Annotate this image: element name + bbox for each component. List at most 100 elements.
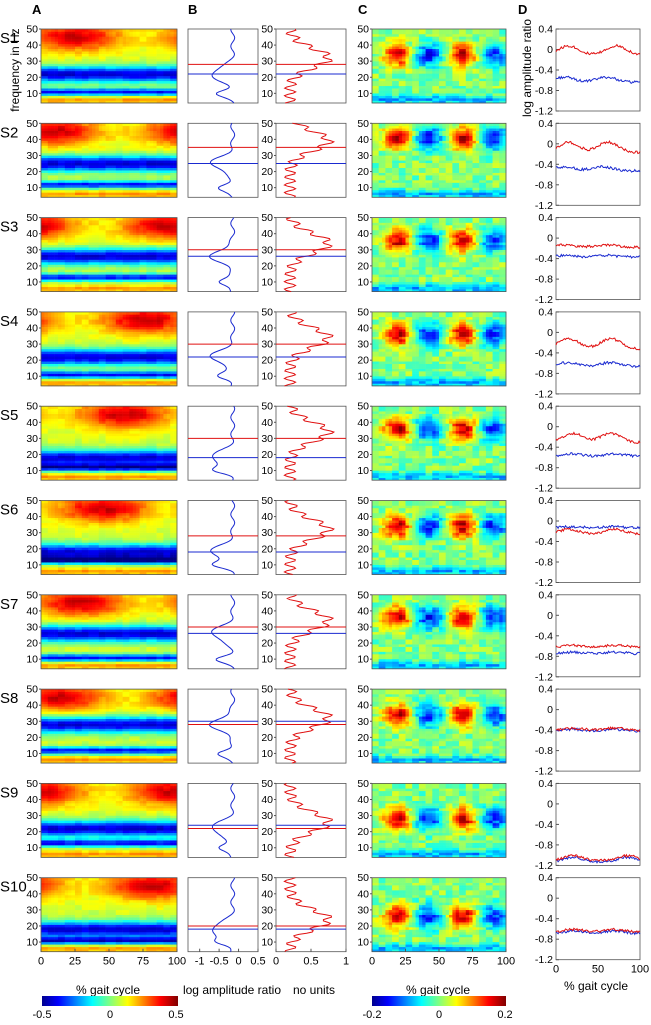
panel-b-right-s2-ytick-20: 20 (261, 166, 273, 178)
panel-c-s4-ytick-50: 50 (357, 306, 369, 318)
panel-b-left-s7 (188, 595, 258, 669)
panel-d-s8-ytick--1.2: -1.2 (535, 766, 553, 778)
panel-d-s3-ytick--0.4: -0.4 (535, 253, 553, 265)
panel-a-s4-ytick-50: 50 (26, 306, 38, 318)
panel-d-s10-ytick--1.2: -1.2 (535, 954, 553, 966)
panel-a-s9-ytick-40: 40 (26, 794, 38, 806)
panel-a-xtick-0: 0 (38, 956, 44, 968)
panel-d-s6-ytick--1.2: -1.2 (535, 577, 553, 589)
panel-b-right-s1-ytick-10: 10 (261, 88, 273, 100)
panel-a-s6-ytick-50: 50 (26, 495, 38, 507)
panel-c-s3-ytick-20: 20 (357, 260, 369, 272)
panel-c-s2-ytick-40: 40 (357, 134, 369, 146)
panel-d-s8-ytick-0: 0 (547, 704, 553, 716)
panel-d-s10-ytick--0.8: -0.8 (535, 934, 553, 946)
panel-b-right-s10-ytick-50: 50 (261, 872, 273, 884)
panel-a-s7-ytick-30: 30 (26, 621, 38, 633)
colorbar-c-tick-min: -0.2 (363, 1009, 382, 1020)
panel-b-right-s3-ytick-30: 30 (261, 244, 273, 256)
panel-c-s10-ytick-10: 10 (357, 937, 369, 949)
panel-c-s5-ytick-30: 30 (357, 433, 369, 445)
panel-b-right-s9-ytick-50: 50 (261, 778, 273, 790)
panel-a-s5-ytick-30: 30 (26, 433, 38, 445)
panel-a-s9-ytick-50: 50 (26, 778, 38, 790)
panel-b-right-s8-ytick-20: 20 (261, 732, 273, 744)
panel-b-right-s2-ytick-10: 10 (261, 182, 273, 194)
panel-d-ylabel: log amplitude ratio (520, 19, 534, 117)
colorbar-c-tick-max: 0.2 (497, 1009, 512, 1020)
panel-b-right-s4-ytick-40: 40 (261, 322, 273, 334)
subject-label-s4: S4 (0, 313, 18, 330)
panel-d-s7: 0.40-0.4-0.8-1.2 (535, 589, 640, 683)
panel-d-s2-ytick-0.4: 0.4 (538, 118, 553, 130)
panel-a-xtick-50: 50 (103, 956, 115, 968)
panel-d-s8: 0.40-0.4-0.8-1.2 (535, 684, 640, 778)
panel-d-s7-ytick--0.4: -0.4 (535, 630, 553, 642)
panel-c-s8-ytick-30: 30 (357, 716, 369, 728)
panel-c-s4-ytick-20: 20 (357, 355, 369, 367)
panel-b-left-xlabel: log amplitude ratio (183, 983, 281, 997)
panel-b-right-s2-ytick-40: 40 (261, 134, 273, 146)
panel-letter-a: A (32, 2, 42, 17)
panel-b-left-s8 (188, 689, 258, 763)
panel-a-s6-ytick-20: 20 (26, 543, 38, 555)
panel-a-s2-ytick-40: 40 (26, 134, 38, 146)
subject-label-s8: S8 (0, 690, 18, 707)
panel-b-left-s3 (188, 218, 258, 292)
panel-c-s6-ytick-40: 40 (357, 511, 369, 523)
panel-b-left-xtick--0.5: -0.5 (210, 956, 229, 968)
panel-c-s3-ytick-50: 50 (357, 212, 369, 224)
panel-b-left-s1 (188, 29, 258, 103)
panel-c-s2-ytick-10: 10 (357, 182, 369, 194)
panel-d-s8-ytick--0.4: -0.4 (535, 725, 553, 737)
panel-a-s1-ytick-40: 40 (26, 40, 38, 52)
panel-c-s5-ytick-40: 40 (357, 417, 369, 429)
panel-b-right-s1-ytick-20: 20 (261, 72, 273, 84)
panel-b-right-s9-ytick-40: 40 (261, 794, 273, 806)
subject-label-s5: S5 (0, 407, 18, 424)
panel-d-s4-ytick--1.2: -1.2 (535, 388, 553, 400)
subject-label-s2: S2 (0, 124, 18, 141)
panel-b-left-xtick-0.5: 0.5 (250, 956, 265, 968)
panel-b-right-s7-ytick-40: 40 (261, 605, 273, 617)
panel-b-right-s9-ytick-20: 20 (261, 826, 273, 838)
panel-d-s4-ytick-0.4: 0.4 (538, 306, 553, 318)
panel-a-s8-ytick-30: 30 (26, 716, 38, 728)
panel-b-left-s6 (188, 501, 258, 575)
panel-b-right-s6-ytick-20: 20 (261, 543, 273, 555)
panel-letter-d: D (518, 2, 527, 17)
panel-d-s8-ytick-0.4: 0.4 (538, 684, 553, 696)
panel-a-s7-ytick-20: 20 (26, 638, 38, 650)
panel-a-s6-ytick-30: 30 (26, 527, 38, 539)
panel-b-right-s1-ytick-40: 40 (261, 40, 273, 52)
panel-b-right-s4-ytick-30: 30 (261, 339, 273, 351)
panel-d-s9-ytick--0.4: -0.4 (535, 819, 553, 831)
panel-a-s8-ytick-40: 40 (26, 700, 38, 712)
panel-c-s8-ytick-10: 10 (357, 748, 369, 760)
panel-letter-c: C (358, 2, 368, 17)
panel-a-s2-ytick-50: 50 (26, 118, 38, 130)
panel-d-s10-ytick--0.4: -0.4 (535, 913, 553, 925)
panel-b-right-s6-ytick-10: 10 (261, 559, 273, 571)
panel-a-s5-ytick-40: 40 (26, 417, 38, 429)
panel-a-s10-ytick-30: 30 (26, 904, 38, 916)
panel-b-right-s5-ytick-20: 20 (261, 449, 273, 461)
panel-d-s2: 0.40-0.4-0.8-1.2 (535, 118, 640, 212)
panel-d-s6-ytick-0.4: 0.4 (538, 495, 553, 507)
panel-a-s5-ytick-20: 20 (26, 449, 38, 461)
panel-d-s6-ytick--0.4: -0.4 (535, 536, 553, 548)
panel-c-s3-ytick-30: 30 (357, 244, 369, 256)
panel-d-xlabel: % gait cycle (564, 979, 628, 993)
panel-c-s7-ytick-20: 20 (357, 638, 369, 650)
panel-a-xlabel: % gait cycle (76, 983, 140, 997)
panel-b-right-s3-ytick-20: 20 (261, 260, 273, 272)
panel-d-xtick-50: 50 (592, 964, 604, 976)
panel-b-right-s10-ytick-10: 10 (261, 937, 273, 949)
panel-c-s4-ytick-40: 40 (357, 322, 369, 334)
